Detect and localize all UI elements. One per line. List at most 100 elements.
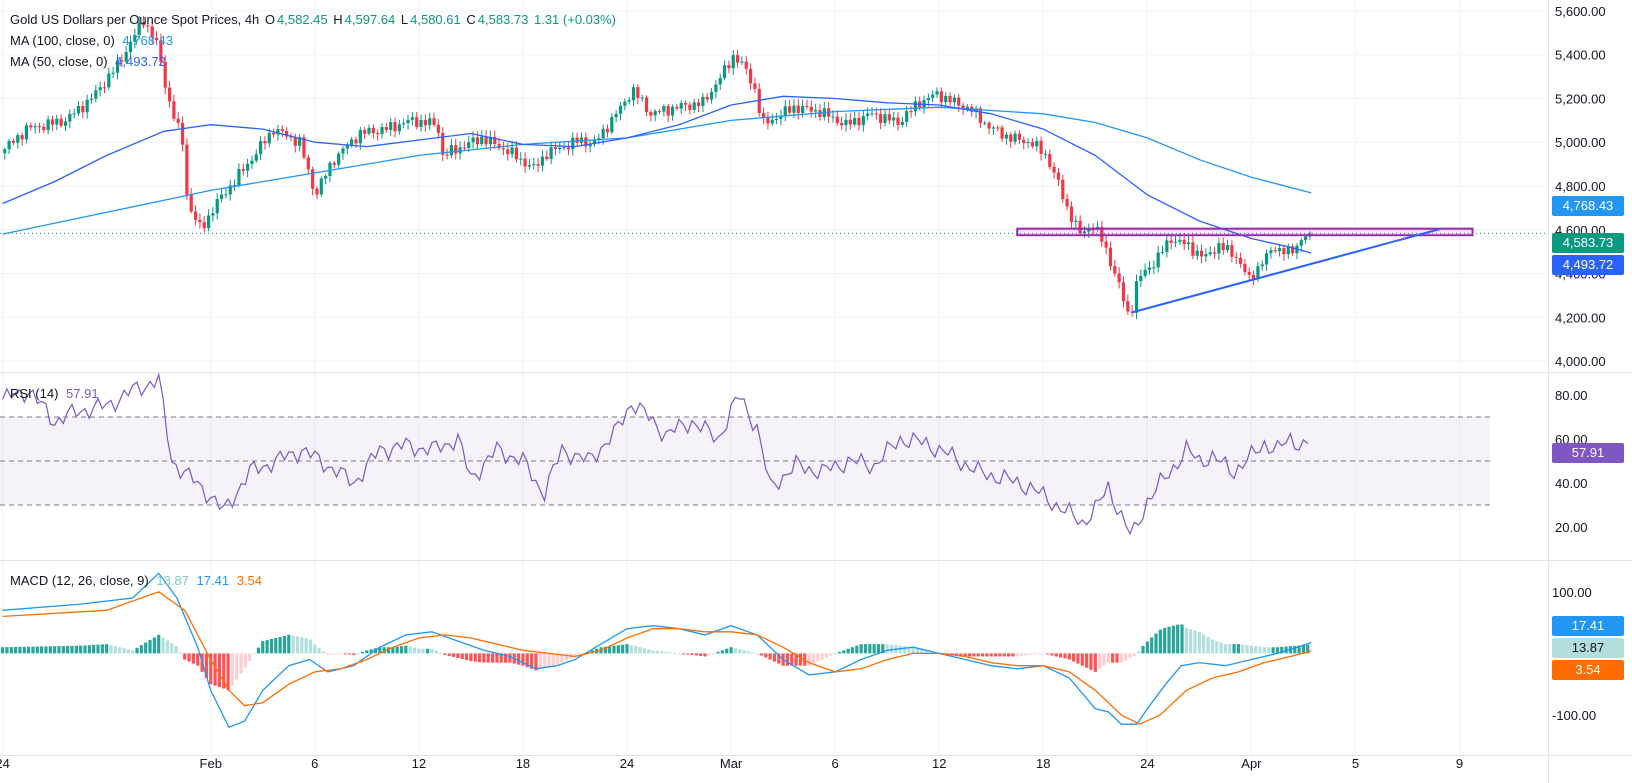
candle-body <box>20 135 24 140</box>
candle-body <box>419 120 423 127</box>
candle-body <box>81 105 85 113</box>
ma50-line <box>2 95 1312 254</box>
rsi-y-tick: 80.00 <box>1555 388 1588 403</box>
candle-body <box>506 149 510 155</box>
macd-histogram-bar <box>1115 653 1119 663</box>
macd-histogram-bar <box>1028 653 1032 655</box>
candle-body <box>259 140 263 155</box>
candle-body <box>380 127 384 135</box>
macd-histogram-bar <box>70 645 74 654</box>
candle-body <box>649 112 653 116</box>
candle-body <box>293 137 297 146</box>
macd-histogram-bar <box>178 652 182 654</box>
macd-histogram-bar <box>382 647 386 654</box>
candle-body <box>1113 266 1117 274</box>
macd-histogram-bar <box>339 653 343 655</box>
candle-body <box>961 105 965 110</box>
candle-body <box>237 168 241 185</box>
candle-body <box>302 137 306 158</box>
candle-body <box>1104 241 1108 248</box>
macd-histogram-bar <box>1197 631 1201 654</box>
macd-histogram-bar <box>1080 653 1084 666</box>
candle-body <box>384 127 388 130</box>
candle-body <box>666 106 670 116</box>
ma100-legend: MA (100, close, 0) 4,768.43 <box>10 33 174 48</box>
candle-body <box>128 41 133 53</box>
macd-histogram-bar <box>191 653 195 664</box>
candle-body <box>1286 246 1290 255</box>
candle-body <box>848 119 852 125</box>
macd-histogram-bar <box>274 637 278 654</box>
candle-body <box>757 88 761 114</box>
macd-histogram-bar <box>222 653 226 689</box>
macd-histogram-bar <box>560 653 564 663</box>
candle-body <box>679 103 683 109</box>
candle-body <box>853 118 857 125</box>
candle-body <box>983 122 987 124</box>
candle-body <box>276 128 280 135</box>
candle-body <box>913 101 917 112</box>
macd-histogram-bar <box>963 653 967 657</box>
macd-histogram-bar <box>915 648 920 654</box>
macd-histogram-bar <box>1137 651 1141 654</box>
macd-histogram-bar <box>772 653 777 662</box>
macd-histogram-bar <box>40 646 44 654</box>
last-price-badge: 4,583.73 <box>1552 233 1624 253</box>
macd-hist-legend-value: 13.87 <box>156 573 189 588</box>
candle-body <box>33 126 37 128</box>
candle-body <box>272 132 276 135</box>
macd-histogram-bar <box>673 652 677 654</box>
rsi-legend: RSI (14) 57.91 <box>10 386 99 401</box>
macd-histogram-bar <box>837 651 842 654</box>
macd-histogram-bar <box>980 653 985 657</box>
candle-body <box>254 154 258 161</box>
macd-histogram-bar <box>842 650 846 654</box>
macd-histogram-bar <box>651 650 655 654</box>
candle-body <box>1069 206 1074 223</box>
candle-body <box>432 118 436 125</box>
x-tick-label: 24 <box>0 756 10 771</box>
candle-body <box>718 78 722 85</box>
macd-histogram-bar <box>1228 644 1232 654</box>
candle-body <box>1199 250 1204 257</box>
macd-histogram-bar <box>482 653 486 663</box>
macd-histogram-bar <box>256 647 261 654</box>
candle-body <box>623 101 627 106</box>
candle-body <box>215 199 219 214</box>
macd-histogram-bar <box>846 648 850 654</box>
candle-body <box>1165 240 1169 252</box>
macd-histogram-bar <box>326 653 330 655</box>
macd-histogram-bar <box>751 652 755 654</box>
macd-histogram-bar <box>1076 653 1080 664</box>
candle-body <box>688 104 692 110</box>
macd-histogram-bar <box>768 653 772 660</box>
macd-histogram-bar <box>655 650 659 654</box>
candle-body <box>879 113 883 123</box>
macd-histogram-bar <box>998 653 1002 657</box>
candle-body <box>874 113 878 115</box>
candle-body <box>480 136 484 144</box>
macd-histogram-bar <box>1193 630 1197 654</box>
candle-body <box>588 144 592 147</box>
macd-histogram-bar <box>1284 646 1288 654</box>
macd-histogram-bar <box>360 651 365 654</box>
macd-histogram-bar <box>395 646 399 654</box>
candle-body <box>224 194 228 196</box>
resistance-zone <box>1016 227 1474 237</box>
candle-body <box>675 106 679 109</box>
macd-histogram-bar <box>61 646 65 654</box>
candle-body <box>206 215 211 229</box>
candle-body <box>948 95 952 103</box>
x-tick-label: Mar <box>720 756 743 771</box>
candle-body <box>705 96 709 100</box>
macd-histogram-bar <box>79 645 83 654</box>
macd-histogram-bar <box>477 653 482 663</box>
macd-histogram-bar <box>889 644 894 654</box>
macd-histogram-bar <box>217 653 222 688</box>
candle-body <box>965 106 969 110</box>
macd-histogram-bar <box>664 651 668 654</box>
macd-histogram-bar <box>209 653 213 685</box>
chart-title: Gold US Dollars per Ounce Spot Prices, 4… <box>10 12 260 27</box>
candle-body <box>146 25 150 27</box>
